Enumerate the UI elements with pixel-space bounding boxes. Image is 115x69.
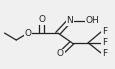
- Text: O: O: [38, 15, 45, 24]
- Text: O: O: [24, 29, 31, 38]
- Text: OH: OH: [85, 16, 99, 25]
- Text: N: N: [66, 16, 72, 25]
- Text: F: F: [101, 49, 106, 58]
- Text: F: F: [101, 27, 106, 36]
- Text: O: O: [56, 49, 63, 58]
- Text: F: F: [101, 38, 106, 47]
